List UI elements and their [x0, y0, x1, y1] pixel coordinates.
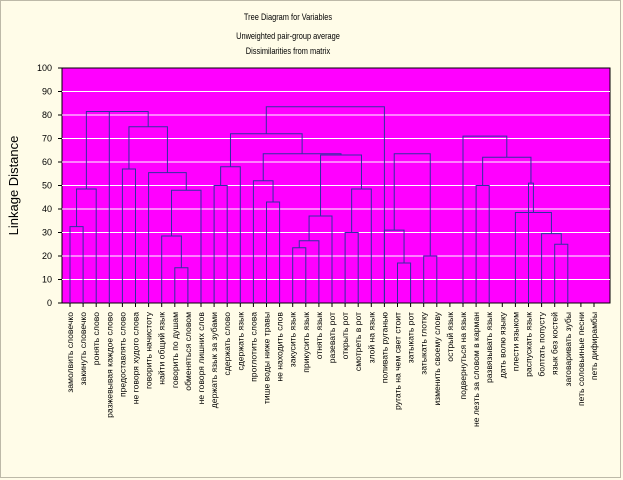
leaf-label: тише воды ниже травы: [262, 312, 272, 404]
leaf-label: затыкать рот: [406, 312, 416, 363]
chart-title: Tree Diagram for Variables: [243, 12, 333, 23]
leaf-label: прикусить язык: [301, 312, 311, 373]
y-tick-label: 70: [42, 134, 52, 144]
y-tick-label: 30: [42, 228, 52, 238]
dendrogram-link: [265, 106, 385, 303]
leaf-label: поливать руганью: [379, 311, 389, 383]
leaf-label: говорить по душам: [170, 312, 180, 388]
leaf-label: подвернуться на язык: [458, 312, 468, 400]
y-tick-label: 20: [42, 251, 52, 261]
y-tick-label: 60: [42, 157, 52, 167]
y-tick-label: 100: [37, 63, 52, 73]
y-tick-label: 90: [42, 87, 52, 97]
y-tick-label: 80: [42, 110, 52, 120]
leaf-label: дать волю языку: [497, 311, 507, 378]
dendrogram-link: [393, 153, 431, 256]
leaf-label: открыть рот: [340, 312, 350, 359]
dendrogram-link: [108, 110, 149, 303]
leaf-label: не говоря худого слова: [131, 312, 141, 404]
leaf-label: сдержать язык: [235, 312, 245, 371]
y-tick-label: 0: [47, 298, 52, 308]
leaf-label: закинуть словечко: [78, 312, 88, 386]
y-axis-label: Linkage Distance: [6, 136, 21, 236]
leaf-label: болтать попусту: [537, 311, 547, 376]
y-tick-label: 10: [42, 275, 52, 285]
leaf-label: проглотить слова: [248, 312, 258, 382]
leaf-label: смотреть в рот: [353, 312, 363, 371]
chart-subtitle: Unweighted pair-group average: [236, 31, 340, 42]
leaf-label: разевать рот: [327, 312, 337, 363]
leaf-label: петь соловьиные песни: [576, 312, 586, 406]
leaf-label: злой на язык: [366, 312, 376, 364]
leaf-label: закусить язык: [288, 312, 298, 367]
leaf-label: сдержать слово: [222, 312, 232, 376]
leaf-label: ронять слово: [91, 312, 101, 365]
leaf-label: острый язык: [445, 312, 455, 362]
y-tick-label: 40: [42, 204, 52, 214]
leaf-label: не лезть за словом в карман: [471, 312, 481, 427]
leaf-label: распускать язык: [524, 312, 534, 377]
dendrogram-link: [85, 110, 129, 190]
leaf-label: петь дифирамбы: [589, 312, 599, 380]
leaf-label: замолвить словечко: [65, 312, 75, 393]
y-tick-label: 50: [42, 181, 52, 191]
leaf-label: развязывать язык: [484, 312, 494, 383]
leaf-label: не находить слов: [275, 312, 285, 382]
dendrogram-link: [462, 135, 508, 303]
leaf-label: предоставлять слово: [117, 312, 127, 397]
leaf-label: изменить своему слову: [432, 311, 442, 405]
leaf-label: ругать на чем свет стоит: [393, 312, 403, 410]
leaf-label: говорить начистоту: [144, 311, 154, 389]
leaf-label: найти общий язык: [157, 312, 167, 385]
leaf-label: разжевывая каждое слово: [104, 312, 114, 418]
leaf-label: не говоря лишних слов: [196, 312, 206, 405]
leaf-label: заговаривать зубы: [563, 312, 573, 386]
leaf-label: держать язык за зубами: [209, 312, 219, 408]
leaf-label: обменяться словом: [183, 312, 193, 391]
chart-subtitle-2: Dissimilarities from matrix: [245, 46, 331, 57]
leaf-label: отнять язык: [314, 312, 324, 359]
leaf-label: плести языком: [510, 312, 520, 371]
leaf-label: язык без костей: [550, 312, 560, 375]
leaf-label: затыкать глотку: [419, 311, 429, 374]
